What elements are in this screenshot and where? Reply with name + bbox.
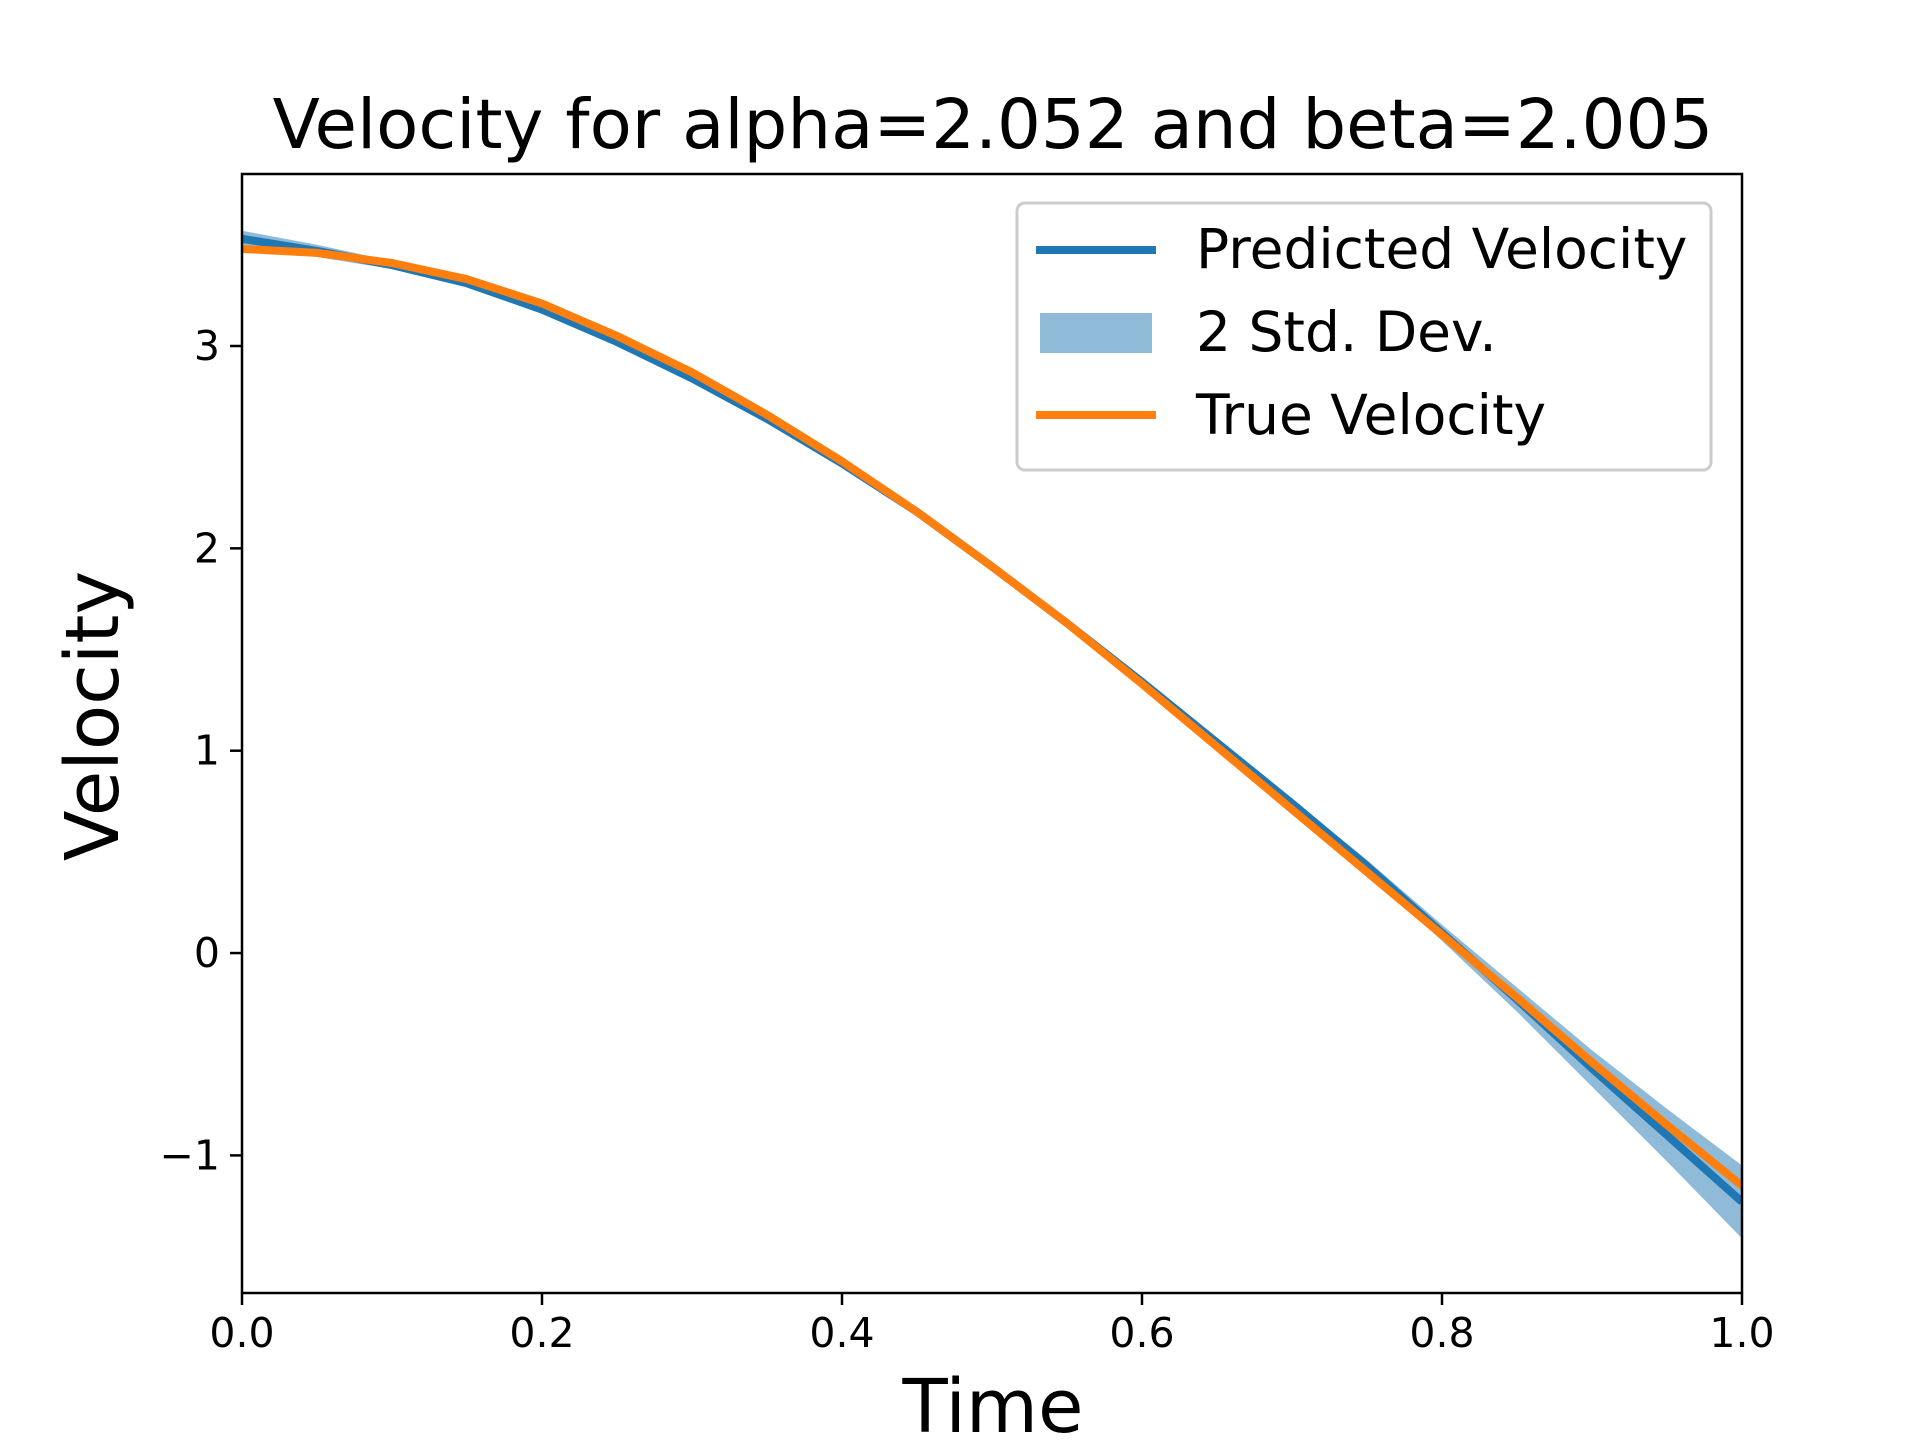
x-tick-label: 0.6 (1109, 1309, 1174, 1357)
legend-label-band: 2 Std. Dev. (1196, 300, 1497, 364)
x-tick-label: 0.4 (809, 1309, 874, 1357)
x-axis-label: Time (901, 1364, 1083, 1440)
x-axis: 0.0 0.2 0.4 0.6 0.8 1.0 (209, 1293, 1775, 1357)
x-tick-label: 0.8 (1409, 1309, 1474, 1357)
x-tick-label: 0.0 (209, 1309, 274, 1357)
y-tick-label: −1 (160, 1131, 220, 1179)
true-velocity-line (242, 244, 1742, 1189)
plot-area (242, 230, 1742, 1239)
y-axis: −1 0 1 2 3 (160, 322, 242, 1179)
y-tick-label: 1 (194, 727, 220, 775)
legend-label-predicted: Predicted Velocity (1196, 217, 1687, 281)
x-tick-label: 1.0 (1709, 1309, 1774, 1357)
legend: Predicted Velocity 2 Std. Dev. True Velo… (1015, 201, 1713, 472)
legend-frame (1015, 201, 1713, 472)
legend-label-true: True Velocity (1195, 383, 1546, 447)
series-layer (242, 230, 1742, 1239)
axes-frame (240, 172, 1744, 1295)
legend-swatch-band (1040, 313, 1152, 353)
y-tick-label: 2 (194, 524, 220, 572)
y-tick-label: 0 (194, 929, 220, 977)
y-tick-label: 3 (194, 322, 220, 370)
chart-title: Velocity for alpha=2.052 and beta=2.005 (273, 85, 1714, 165)
y-axis-label: Velocity (50, 571, 136, 861)
x-tick-label: 0.2 (509, 1309, 574, 1357)
